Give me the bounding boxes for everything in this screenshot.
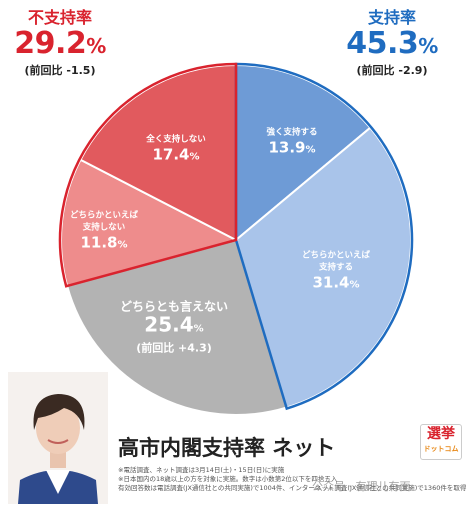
- approval-value: 45.3%: [346, 26, 438, 61]
- slice-label-somewhat-support: どちらかといえば 支持する 31.4%: [301, 250, 371, 292]
- approval-prev: (前回比 -2.9): [356, 64, 428, 77]
- slice-label-somewhat-oppose: どちらかといえば 支持しない 11.8%: [69, 210, 139, 252]
- portrait-photo: [8, 372, 108, 504]
- approval-header: 支持率 45.3% (前回比 -2.9): [336, 4, 448, 78]
- note-line: ※電話調査、ネット調査は3月14日(土)・15日(日)に実施: [118, 466, 285, 474]
- disapproval-value: 29.2%: [14, 26, 106, 61]
- pie-slice-2: [65, 238, 288, 416]
- disapproval-header: 不支持率 29.2% (前回比 -1.5): [8, 4, 112, 78]
- slice-label-neutral: どちらとも言えない 25.4% (前回比 +4.3): [119, 299, 229, 355]
- watermark: 公众号 · 有理儿有面: [312, 480, 411, 493]
- slice-label-strong-support: 強く支持する 13.9%: [266, 127, 318, 157]
- note-line: 有効回答数は電話調査(JX通信社との共同実施)で1004件、インターネット調査(…: [118, 484, 467, 492]
- disapproval-label: 不支持率: [27, 8, 92, 27]
- disapproval-prev: (前回比 -1.5): [24, 64, 96, 77]
- slice-label-strong-oppose: 全く支持しない 17.4%: [146, 134, 206, 164]
- survey-notes: ※電話調査、ネット調査は3月14日(土)・15日(日)に実施 ※日本国内の18歳…: [118, 466, 466, 493]
- approval-label: 支持率: [367, 8, 416, 27]
- note-line: ※日本国内の18歳以上の方を対象に実施。数字は小数第2位以下を四捨五入: [118, 475, 338, 483]
- senkyo-logo: 選挙 ドットコム: [420, 424, 462, 460]
- disapproval-group-outline: [58, 62, 238, 288]
- chart-title: 高市内閣支持率 ネット: [118, 436, 336, 460]
- approval-group-outline: [234, 62, 414, 411]
